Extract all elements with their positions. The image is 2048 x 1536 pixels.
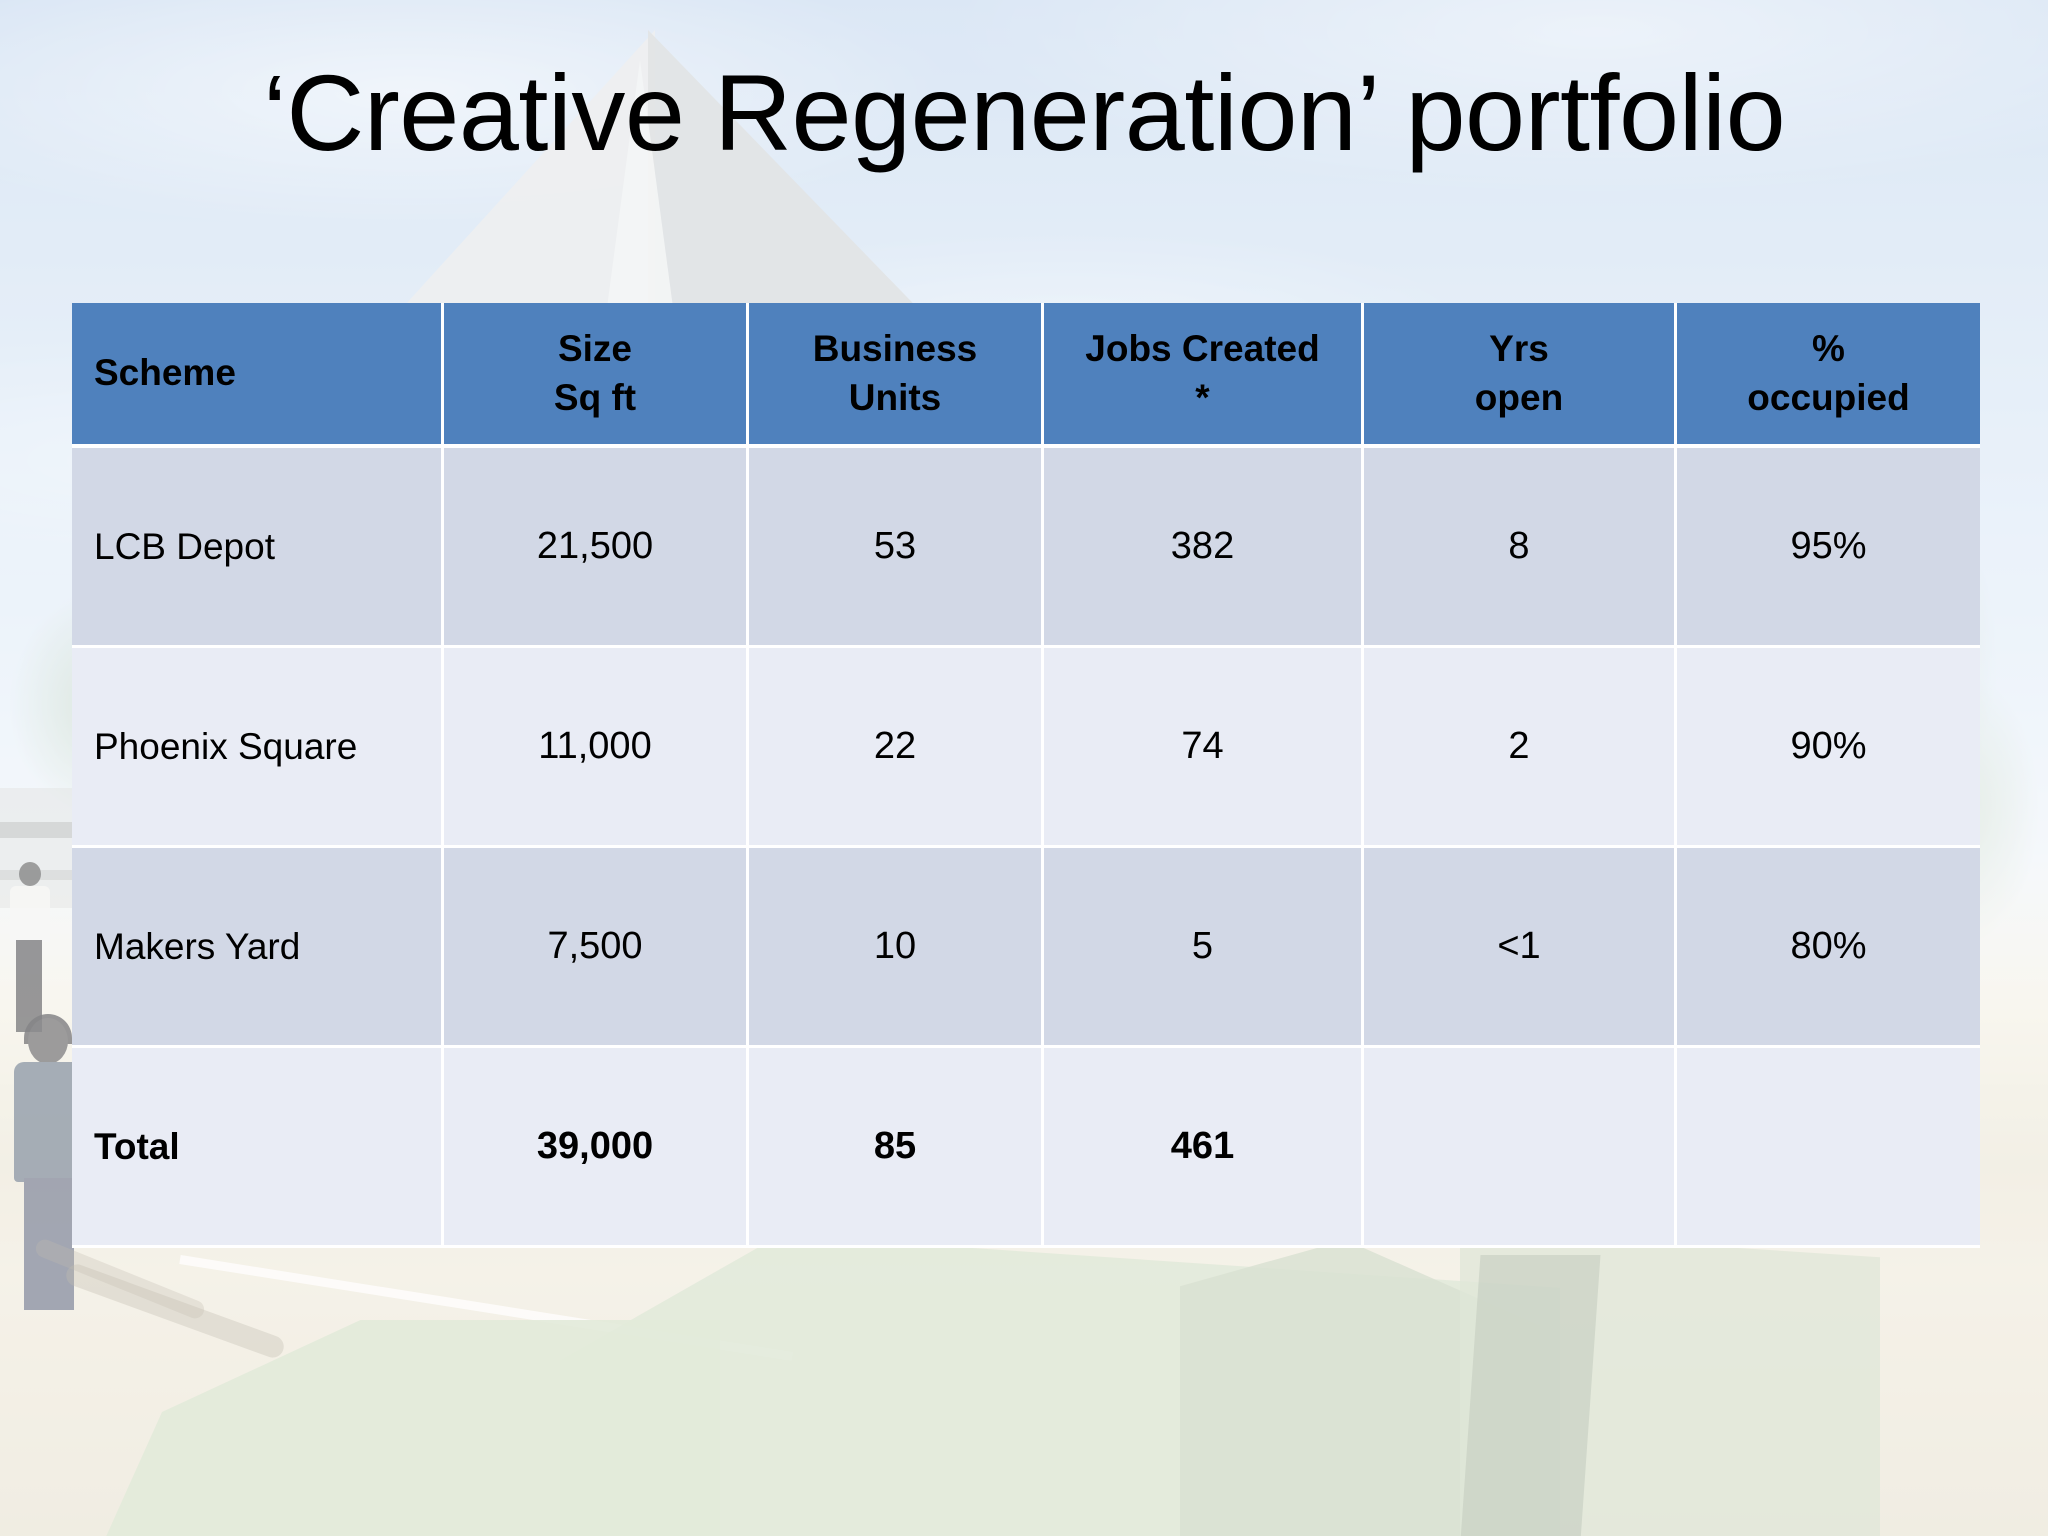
column-header-size-line1: Size [557, 327, 633, 369]
cell-scheme: Makers Yard [72, 848, 444, 1048]
column-header-size: Size Sq ft [444, 303, 749, 448]
column-header-occupied-line1: % [1812, 327, 1845, 369]
cell-occupied: 90% [1677, 648, 1980, 848]
cell-yrs: <1 [1364, 848, 1677, 1048]
column-header-units-line2: Units [848, 376, 942, 418]
cell-scheme: Phoenix Square [72, 648, 444, 848]
cell-total-occupied [1677, 1048, 1980, 1248]
table-row: Makers Yard 7,500 10 5 <1 80% [72, 848, 1980, 1048]
table-row-total: Total 39,000 85 461 [72, 1048, 1980, 1248]
cell-jobs: 74 [1044, 648, 1364, 848]
column-header-jobs-footnote-marker: * [1195, 376, 1210, 418]
cell-total-size: 39,000 [444, 1048, 749, 1248]
cell-total-units: 85 [749, 1048, 1044, 1248]
table-header: Scheme Size Sq ft Business Units Jobs Cr… [72, 303, 1980, 448]
cell-size: 11,000 [444, 648, 749, 848]
cell-jobs: 382 [1044, 448, 1364, 648]
cell-size: 7,500 [444, 848, 749, 1048]
column-header-scheme-line1: Scheme [94, 352, 236, 394]
cell-occupied: 80% [1677, 848, 1980, 1048]
column-header-yrs-line2: open [1474, 376, 1564, 418]
table-row: LCB Depot 21,500 53 382 8 95% [72, 448, 1980, 648]
cell-total-jobs: 461 [1044, 1048, 1364, 1248]
column-header-units-line1: Business [812, 327, 978, 369]
column-header-percent-occupied: % occupied [1677, 303, 1980, 448]
column-header-yrs-open: Yrs open [1364, 303, 1677, 448]
portfolio-table: Scheme Size Sq ft Business Units Jobs Cr… [72, 303, 1980, 1248]
cell-units: 22 [749, 648, 1044, 848]
header-row: Scheme Size Sq ft Business Units Jobs Cr… [72, 303, 1980, 448]
column-header-size-line2: Sq ft [553, 376, 637, 418]
column-header-yrs-line1: Yrs [1489, 327, 1549, 369]
cell-units: 10 [749, 848, 1044, 1048]
cell-yrs: 2 [1364, 648, 1677, 848]
cell-jobs: 5 [1044, 848, 1364, 1048]
column-header-scheme: Scheme [72, 303, 444, 448]
cell-total-label: Total [72, 1048, 444, 1248]
cell-scheme: LCB Depot [72, 448, 444, 648]
column-header-business-units: Business Units [749, 303, 1044, 448]
slide-title: ‘Creative Regeneration’ portfolio [262, 52, 1786, 173]
table-row: Phoenix Square 11,000 22 74 2 90% [72, 648, 1980, 848]
cell-size: 21,500 [444, 448, 749, 648]
cell-total-yrs [1364, 1048, 1677, 1248]
cell-occupied: 95% [1677, 448, 1980, 648]
cell-units: 53 [749, 448, 1044, 648]
table-body: LCB Depot 21,500 53 382 8 95% Phoenix Sq… [72, 448, 1980, 1248]
column-header-jobs-line1: Jobs Created [1085, 327, 1320, 369]
column-header-occupied-line2: occupied [1747, 376, 1910, 418]
column-header-jobs-created: Jobs Created * [1044, 303, 1364, 448]
cell-yrs: 8 [1364, 448, 1677, 648]
